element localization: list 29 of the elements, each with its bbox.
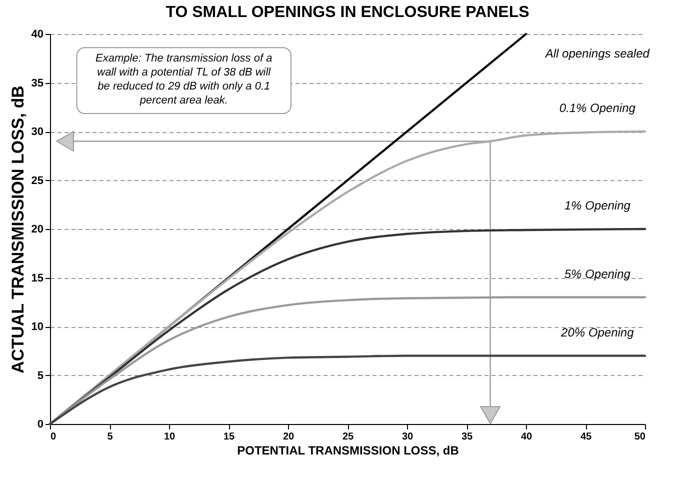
series-label: All openings sealed xyxy=(544,46,650,60)
y-tick-label: 20 xyxy=(31,224,44,236)
series-label: 5% Opening xyxy=(564,266,631,281)
y-tick-label: 25 xyxy=(31,174,44,187)
y-tick-label: 5 xyxy=(37,370,44,382)
y-tick-label: 35 xyxy=(31,77,44,90)
x-tick-label: 50 xyxy=(634,432,646,442)
series-label: 20% Opening xyxy=(560,325,634,340)
y-tick-label: 10 xyxy=(31,321,44,333)
x-tick-label: 35 xyxy=(461,432,473,442)
x-tick-label: 40 xyxy=(520,432,532,442)
chart-title: TO SMALL OPENINGS IN ENCLOSURE PANELS xyxy=(166,4,530,21)
x-axis-title: POTENTIAL TRANSMISSION LOSS, dB xyxy=(237,444,460,458)
x-tick-label: 10 xyxy=(164,432,176,442)
y-tick-label: 30 xyxy=(31,126,44,138)
x-tick-label: 15 xyxy=(223,432,235,442)
x-tick-label: 0 xyxy=(50,432,56,442)
x-tick-label: 25 xyxy=(342,432,354,442)
annotation: Example: The transmission loss of a wall with a potential TL of 38 dB will be reduced to 29 dB with only a 0.1 percent area leak. xyxy=(96,52,272,106)
x-tick-label: 30 xyxy=(402,432,414,442)
x-tick-label: 20 xyxy=(282,432,294,442)
y-tick-label: 15 xyxy=(31,272,44,284)
y-axis-title: ACTUAL TRANSMISSION LOSS, dB xyxy=(8,86,28,374)
series-label: 0.1% Opening xyxy=(559,101,636,116)
series-label: 1% Opening xyxy=(564,198,631,213)
x-tick-label: 5 xyxy=(107,432,114,442)
y-tick-label: 40 xyxy=(31,28,44,40)
x-tick-label: 45 xyxy=(580,432,592,442)
y-tick-label: 0 xyxy=(37,418,44,430)
